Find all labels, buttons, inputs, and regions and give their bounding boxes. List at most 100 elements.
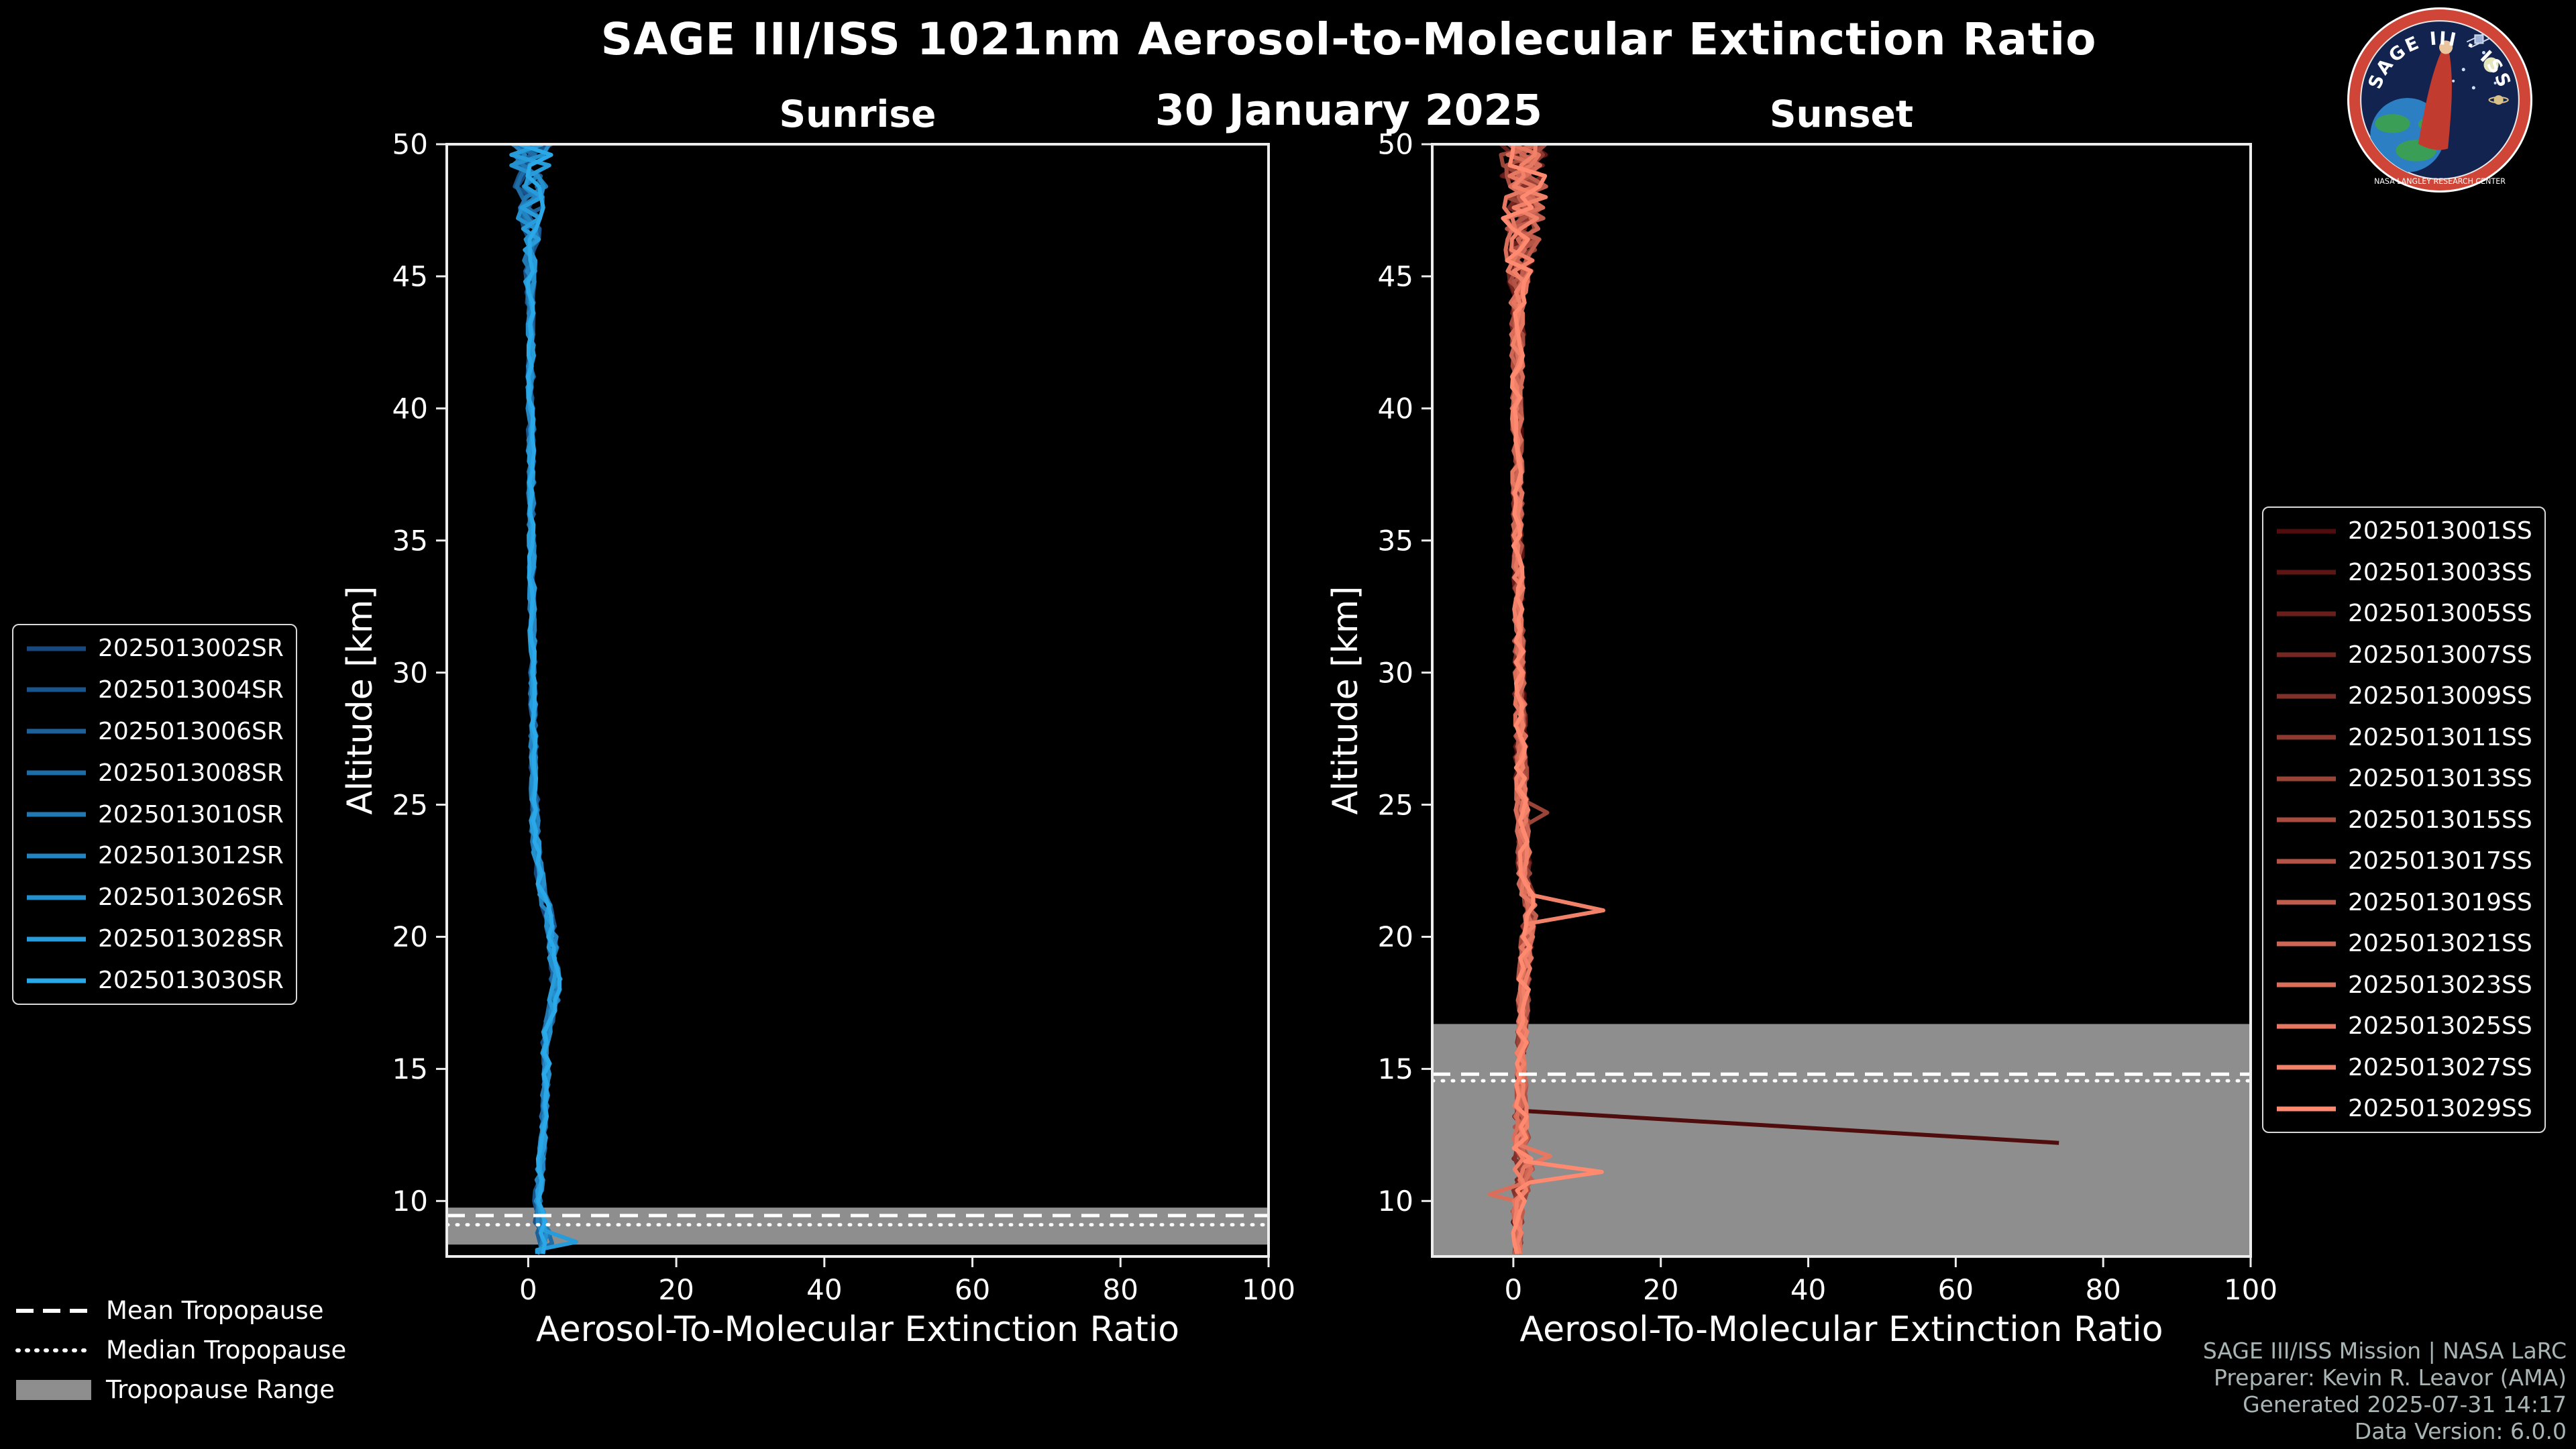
y-tick-label: 30 bbox=[1378, 656, 1413, 689]
x-axis-label: Aerosol-To-Molecular Extinction Ratio bbox=[1519, 1309, 2163, 1350]
legend-line-swatch bbox=[2277, 900, 2336, 905]
y-tick-label: 20 bbox=[392, 920, 428, 953]
logo-artwork bbox=[2370, 30, 2509, 172]
sunset-panel-title: Sunset bbox=[1769, 93, 1914, 136]
legend-item: 2025013012SR bbox=[25, 842, 284, 869]
legend-item-label: 2025013009SS bbox=[2348, 682, 2532, 710]
legend-item-label: 2025013011SS bbox=[2348, 723, 2532, 751]
legend-line-swatch bbox=[27, 812, 86, 817]
legend-item-label: 2025013028SR bbox=[98, 925, 284, 953]
y-tick-label: 10 bbox=[1378, 1185, 1413, 1218]
y-tick-label: 35 bbox=[392, 524, 428, 557]
plot-border bbox=[1431, 143, 2252, 1258]
legend-item-label: 2025013025SS bbox=[2348, 1012, 2532, 1040]
robed-figure-icon bbox=[2418, 40, 2452, 150]
legend-item: 2025013007SS bbox=[2275, 641, 2532, 669]
legend-line-swatch bbox=[27, 770, 86, 775]
median-tropopause-label: Median Tropopause bbox=[106, 1336, 347, 1364]
figure-date: 30 January 2025 bbox=[1155, 86, 1543, 135]
legend-item: 2025013027SS bbox=[2275, 1054, 2532, 1081]
y-tick-label: 30 bbox=[392, 656, 428, 689]
legend-item: 2025013002SR bbox=[25, 635, 284, 662]
legend-item-label: 2025013005SS bbox=[2348, 600, 2532, 627]
legend-item-label: 2025013027SS bbox=[2348, 1053, 2532, 1081]
sunrise-legend: 2025013002SR 2025013004SR 2025013006SR 2025… bbox=[12, 624, 297, 1005]
legend-line-swatch bbox=[2277, 652, 2336, 657]
legend-item-label: 2025013007SS bbox=[2348, 641, 2532, 669]
tropopause-legend-range-row: Tropopause Range bbox=[15, 1375, 346, 1404]
legend-item: 2025013028SR bbox=[25, 925, 284, 953]
legend-item: 2025013013SS bbox=[2275, 765, 2532, 792]
legend-line-swatch bbox=[27, 895, 86, 900]
x-tick-label: 80 bbox=[1103, 1273, 1138, 1306]
profile-line-2025013001SS bbox=[1507, 144, 2059, 1145]
x-tick-label: 0 bbox=[519, 1273, 537, 1306]
tropopause-range-swatch bbox=[16, 1379, 91, 1400]
sunset-panel: 0 20 40 60 80 100 10 15 20 25 30 35 40 45 50 Aerosol-To… bbox=[1326, 128, 2277, 1350]
x-tick-label: 100 bbox=[2224, 1273, 2277, 1306]
sunset-legend: 2025013001SS 2025013003SS 2025013005SS 2025… bbox=[2262, 506, 2546, 1133]
y-tick-label: 45 bbox=[1378, 260, 1413, 293]
legend-item: 2025013010SR bbox=[25, 801, 284, 828]
legend-item-label: 2025013012SR bbox=[98, 842, 284, 870]
legend-item: 2025013003SS bbox=[2275, 559, 2532, 586]
legend-item: 2025013009SS bbox=[2275, 682, 2532, 710]
x-tick-label: 60 bbox=[955, 1273, 990, 1306]
profile-line-2025013030SR bbox=[519, 144, 561, 1254]
figure-title: SAGE III/ISS 1021nm Aerosol-to-Molecular… bbox=[600, 13, 2097, 65]
legend-item: 2025013019SS bbox=[2275, 889, 2532, 916]
y-tick-label: 45 bbox=[392, 260, 428, 293]
moon-icon bbox=[2483, 57, 2499, 72]
legend-line-swatch bbox=[2277, 1106, 2336, 1111]
legend-line-swatch bbox=[2277, 694, 2336, 698]
x-tick-label: 20 bbox=[658, 1273, 694, 1306]
legend-item: 2025013015SS bbox=[2275, 806, 2532, 834]
legend-line-swatch bbox=[27, 729, 86, 734]
legend-line-swatch bbox=[2277, 982, 2336, 987]
tropopause-legend: Mean Tropopause Median Tropopause Tropop… bbox=[15, 1296, 346, 1404]
logo-ring-text: NASA LANGLEY RESEARCH CENTER bbox=[2374, 177, 2506, 186]
legend-line-swatch bbox=[2277, 817, 2336, 822]
legend-item: 2025013026SR bbox=[25, 883, 284, 911]
legend-item-label: 2025013008SR bbox=[98, 759, 284, 787]
legend-line-swatch bbox=[2277, 529, 2336, 533]
y-tick-label: 40 bbox=[1378, 392, 1413, 425]
legend-item-label: 2025013002SR bbox=[98, 635, 284, 662]
legend-line-swatch bbox=[2277, 1024, 2336, 1028]
legend-item: 2025013001SS bbox=[2275, 517, 2532, 545]
profile-line-2025013029SS bbox=[1501, 144, 1604, 1254]
legend-line-swatch bbox=[2277, 859, 2336, 863]
legend-item: 2025013017SS bbox=[2275, 847, 2532, 875]
x-tick-label: 0 bbox=[1505, 1273, 1523, 1306]
x-tick-label: 100 bbox=[1242, 1273, 1295, 1306]
legend-item: 2025013023SS bbox=[2275, 971, 2532, 999]
legend-line-swatch bbox=[27, 646, 86, 651]
legend-item-label: 2025013013SS bbox=[2348, 765, 2532, 792]
legend-item: 2025013011SS bbox=[2275, 724, 2532, 751]
x-axis-label: Aerosol-To-Molecular Extinction Ratio bbox=[536, 1309, 1179, 1350]
legend-item-label: 2025013029SS bbox=[2348, 1095, 2532, 1122]
x-tick-label: 40 bbox=[806, 1273, 842, 1306]
y-tick-label: 50 bbox=[1378, 128, 1413, 161]
legend-line-swatch bbox=[27, 687, 86, 692]
legend-item-label: 2025013030SR bbox=[98, 967, 284, 994]
profile-line-2025013028SR bbox=[509, 144, 579, 1254]
tropopause-range-band bbox=[1432, 1024, 2251, 1256]
x-tick-label: 20 bbox=[1643, 1273, 1678, 1306]
legend-item: 2025013006SR bbox=[25, 718, 284, 745]
legend-item-label: 2025013017SS bbox=[2348, 847, 2532, 875]
sage-logo: SAGE III · ISS NASA LANGLEY RESEARCH CEN… bbox=[2345, 5, 2534, 195]
legend-item: 2025013008SR bbox=[25, 759, 284, 787]
y-axis-label: Altitude [km] bbox=[1326, 586, 1366, 814]
y-tick-label: 40 bbox=[392, 392, 428, 425]
x-tick-label: 80 bbox=[2085, 1273, 2121, 1306]
y-tick-label: 35 bbox=[1378, 524, 1413, 557]
footer-preparer: Preparer: Kevin R. Leavor (AMA) bbox=[2214, 1364, 2567, 1391]
x-tick-label: 40 bbox=[1790, 1273, 1826, 1306]
legend-line-swatch bbox=[27, 936, 86, 942]
legend-item-label: 2025013003SS bbox=[2348, 558, 2532, 586]
legend-line-swatch bbox=[2277, 776, 2336, 781]
legend-item-label: 2025013006SR bbox=[98, 717, 284, 745]
